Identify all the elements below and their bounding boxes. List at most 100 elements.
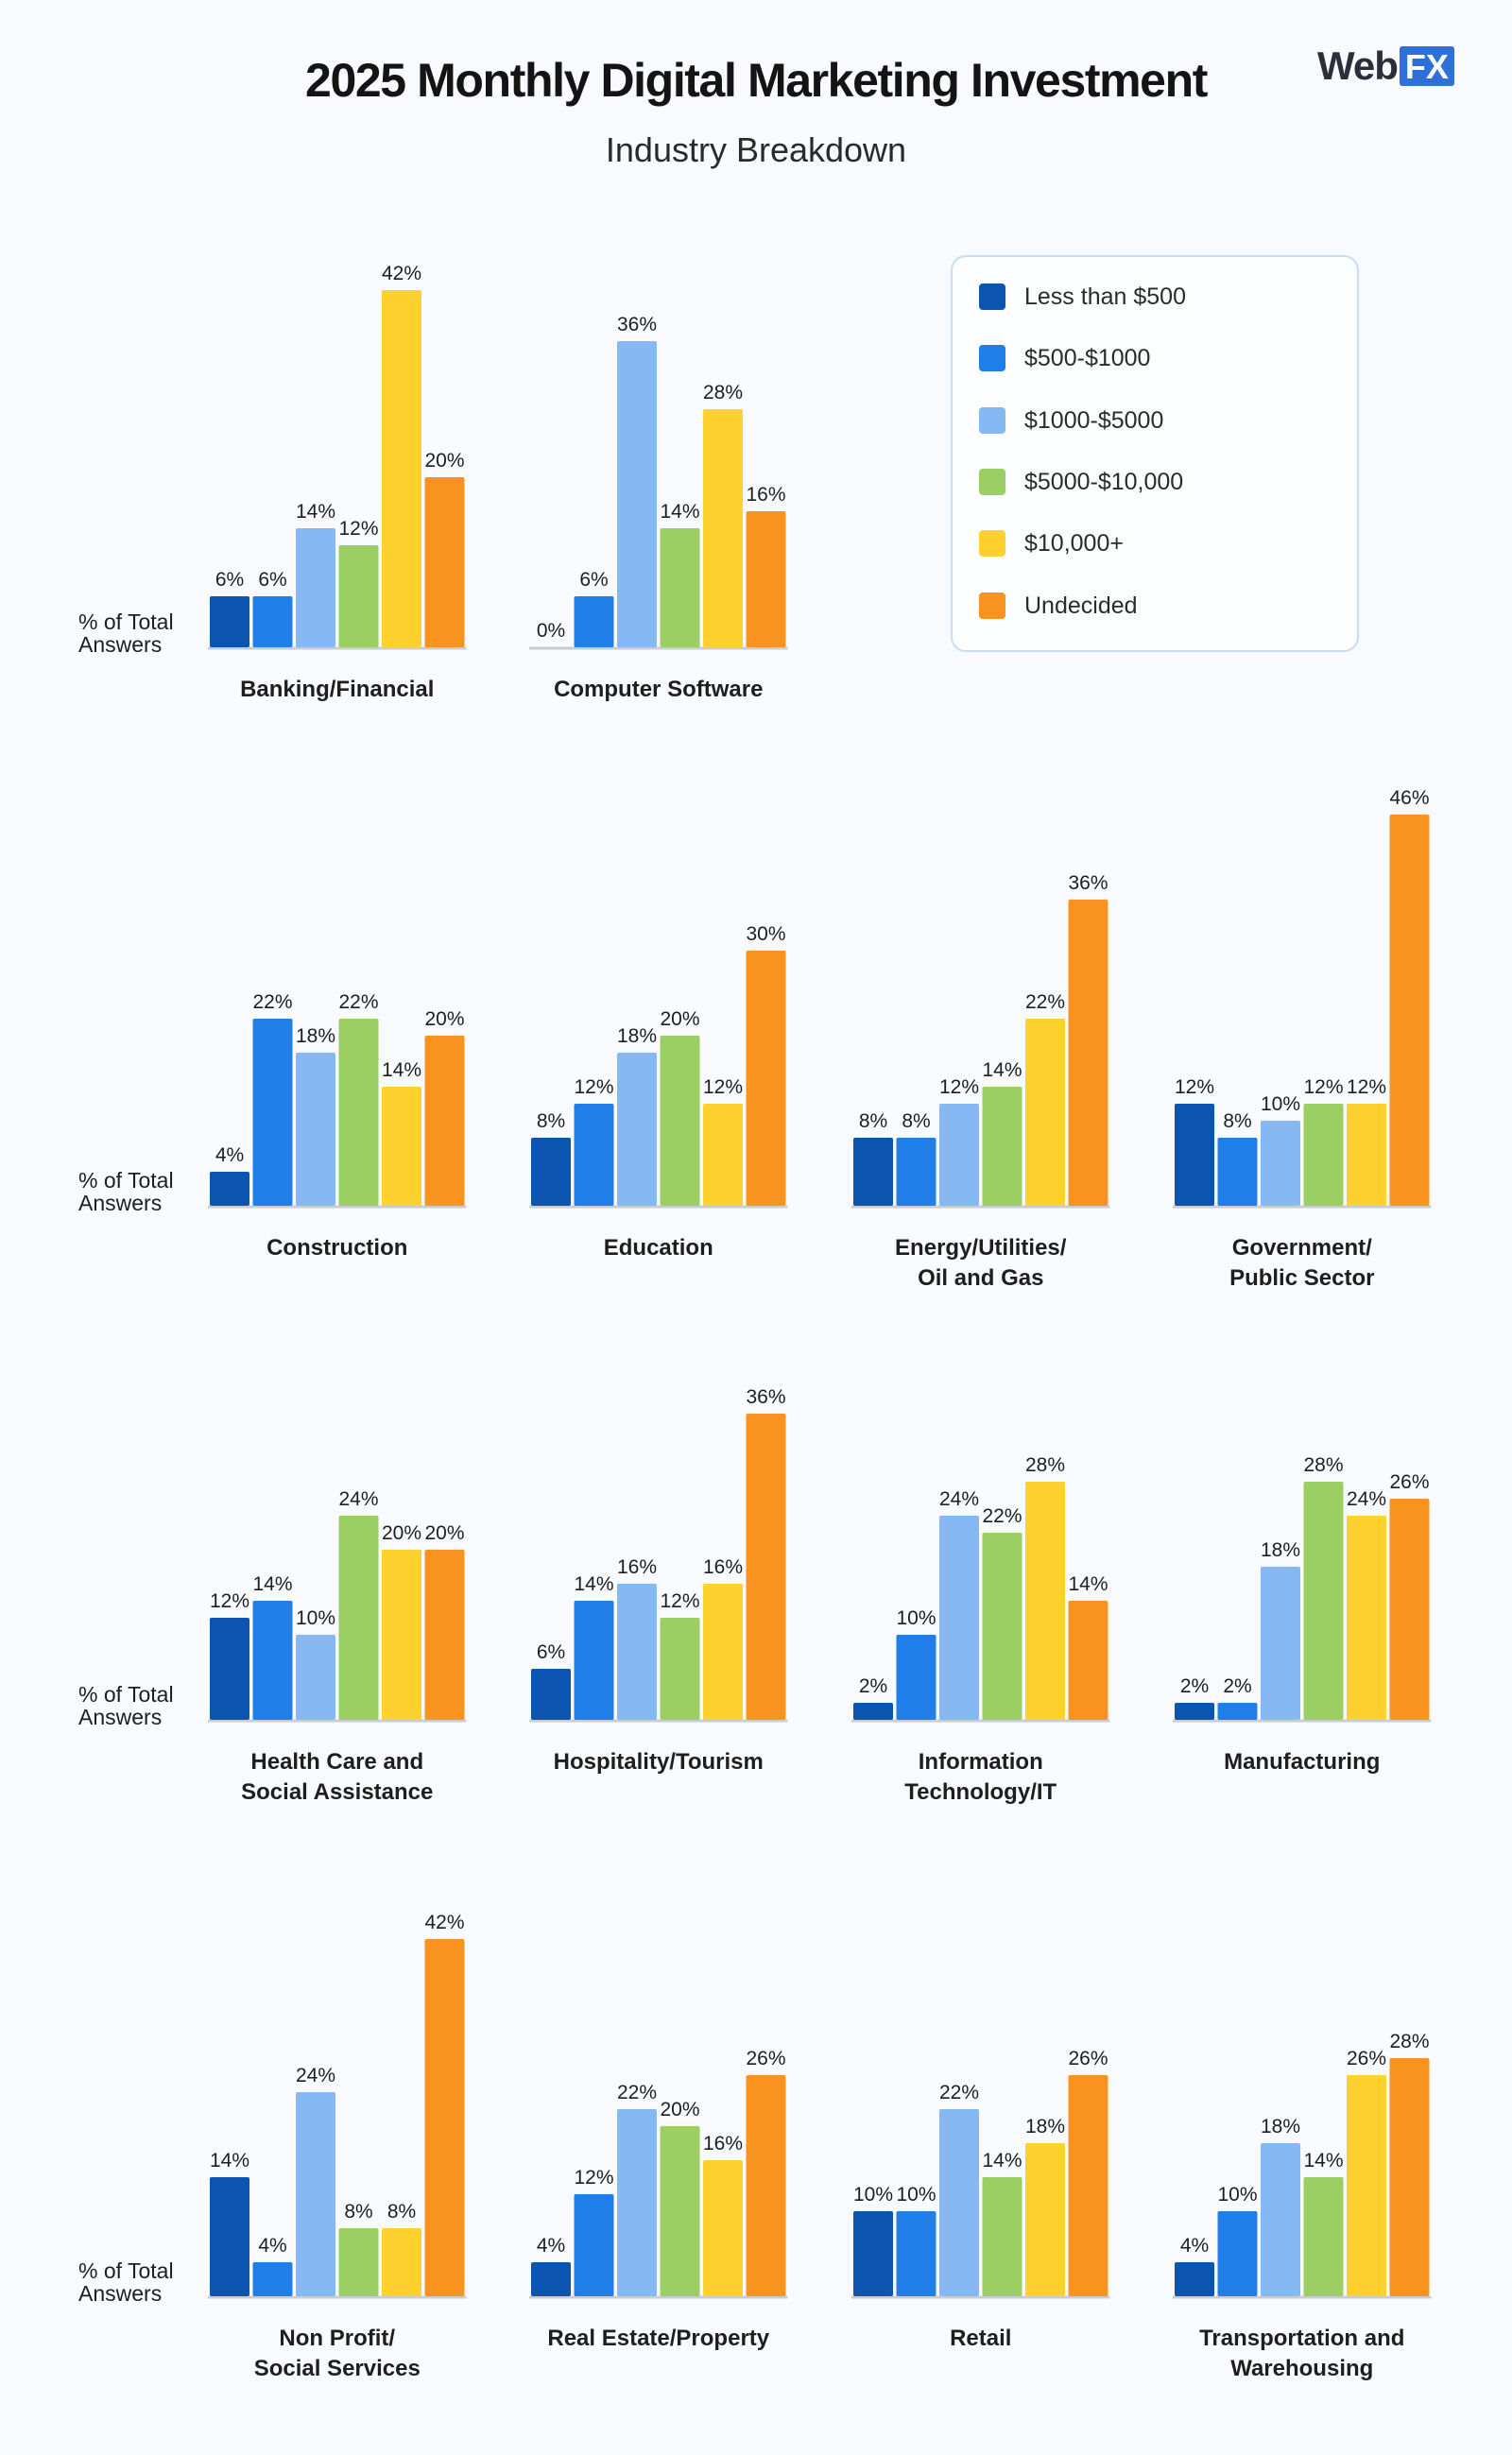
bar-value-label: 14% xyxy=(660,501,699,523)
bar-value-label: 28% xyxy=(1025,1454,1065,1476)
legend-label: $10,000+ xyxy=(1024,529,1124,557)
bar xyxy=(296,528,335,647)
legend-label: $500-$1000 xyxy=(1024,344,1151,371)
bar-value-label: 22% xyxy=(982,1505,1022,1527)
legend-swatch xyxy=(979,592,1005,619)
bar-value-label: 24% xyxy=(338,1488,378,1510)
bar xyxy=(1389,2058,1430,2296)
bar-value-label: 24% xyxy=(939,1488,979,1510)
bar-value-label: 36% xyxy=(617,314,657,335)
bar xyxy=(1068,1601,1108,1720)
bar xyxy=(338,2228,379,2296)
category-label: Technology/IT xyxy=(904,1779,1057,1805)
bar-value-label: 2% xyxy=(1180,1675,1209,1697)
category-label: Warehousing xyxy=(1230,2356,1373,2381)
y-axis-label: % of Total xyxy=(78,1682,174,1707)
bar-value-label: 42% xyxy=(424,1912,464,1933)
bar xyxy=(1389,815,1430,1206)
legend-item: $1000-$5000 xyxy=(979,402,1163,439)
y-axis-label: % of Total xyxy=(78,1168,174,1193)
bar xyxy=(1175,2262,1214,2296)
bar-value-label: 26% xyxy=(1389,1471,1429,1493)
bar-value-label: 14% xyxy=(1068,1573,1108,1595)
legend-item: $5000-$10,000 xyxy=(979,463,1183,501)
bar-value-label: 28% xyxy=(703,382,743,403)
category-label: Construction xyxy=(266,1235,407,1261)
bar-value-label: 18% xyxy=(296,1025,335,1047)
bar xyxy=(660,1036,700,1206)
bar-value-label: 12% xyxy=(210,1590,249,1612)
bar-value-label: 12% xyxy=(338,518,378,540)
bar xyxy=(939,2109,979,2296)
bar-value-label: 8% xyxy=(859,1110,887,1132)
bar xyxy=(1175,1703,1214,1720)
webfx-logo: Web FX xyxy=(1317,43,1454,89)
bar xyxy=(1303,2177,1344,2296)
bar-value-label: 26% xyxy=(1068,2048,1108,2069)
bar-value-label: 12% xyxy=(574,2167,613,2189)
bar-value-label: 16% xyxy=(703,1556,743,1578)
bar-value-label: 22% xyxy=(617,2082,657,2103)
bar xyxy=(1025,1482,1065,1720)
bar-value-label: 26% xyxy=(746,2048,785,2069)
bar xyxy=(531,1669,571,1720)
category-label: Banking/Financial xyxy=(240,677,434,702)
bar xyxy=(1175,1104,1214,1206)
legend-label: Undecided xyxy=(1024,592,1138,619)
bar-value-label: 20% xyxy=(382,1522,421,1544)
bar xyxy=(338,545,379,647)
bar-value-label: 30% xyxy=(746,923,785,945)
bar-value-label: 6% xyxy=(215,569,244,591)
bar xyxy=(1025,1019,1065,1206)
bar-value-label: 20% xyxy=(424,1008,464,1030)
bar xyxy=(853,2211,893,2296)
bar-value-label: 4% xyxy=(1180,2235,1209,2257)
bar xyxy=(1347,2075,1386,2296)
bar xyxy=(746,951,786,1206)
bar-value-label: 14% xyxy=(982,1059,1022,1081)
bar xyxy=(1347,1104,1386,1206)
category-label: Transportation and xyxy=(1199,2326,1404,2351)
bar-value-label: 8% xyxy=(902,1110,930,1132)
bar xyxy=(617,1053,657,1206)
bar xyxy=(210,1172,249,1206)
bar-value-label: 2% xyxy=(1223,1675,1251,1697)
bar xyxy=(1025,2143,1065,2296)
bar xyxy=(746,1414,786,1720)
bar-value-label: 36% xyxy=(746,1386,785,1408)
category-label: Government/ xyxy=(1232,1235,1372,1261)
bar xyxy=(1347,1516,1386,1720)
chart-subtitle: Industry Breakdown xyxy=(605,130,907,169)
bar-value-label: 16% xyxy=(746,484,785,506)
bar-value-label: 12% xyxy=(703,1076,743,1098)
bar xyxy=(896,1138,936,1206)
category-label: Manufacturing xyxy=(1224,1749,1380,1775)
bar xyxy=(617,2109,657,2296)
bar xyxy=(424,477,465,647)
bar-value-label: 10% xyxy=(296,1607,335,1629)
category-label: Computer Software xyxy=(554,677,763,702)
legend-label: $1000-$5000 xyxy=(1024,406,1164,434)
category-label: Hospitality/Tourism xyxy=(554,1749,764,1775)
legend-label: $5000-$10,000 xyxy=(1024,468,1184,495)
bar-value-label: 10% xyxy=(1261,1093,1300,1115)
bar xyxy=(1217,1138,1258,1206)
category-label: Retail xyxy=(950,2326,1011,2351)
bar xyxy=(1068,2075,1108,2296)
bar xyxy=(424,1939,465,2296)
bar-value-label: 6% xyxy=(258,569,286,591)
category-label: Real Estate/Property xyxy=(547,2326,769,2351)
bar xyxy=(210,1618,249,1720)
legend-swatch xyxy=(979,345,1005,371)
bar-value-label: 0% xyxy=(537,620,565,642)
bar xyxy=(703,409,743,647)
bar xyxy=(703,1584,743,1720)
bar xyxy=(896,2211,936,2296)
bar xyxy=(1389,1499,1430,1720)
category-label: Social Services xyxy=(254,2356,421,2381)
bar-value-label: 16% xyxy=(703,2133,743,2155)
bar-value-label: 42% xyxy=(382,263,421,284)
bar-value-label: 2% xyxy=(859,1675,887,1697)
bar-value-label: 24% xyxy=(1347,1488,1386,1510)
